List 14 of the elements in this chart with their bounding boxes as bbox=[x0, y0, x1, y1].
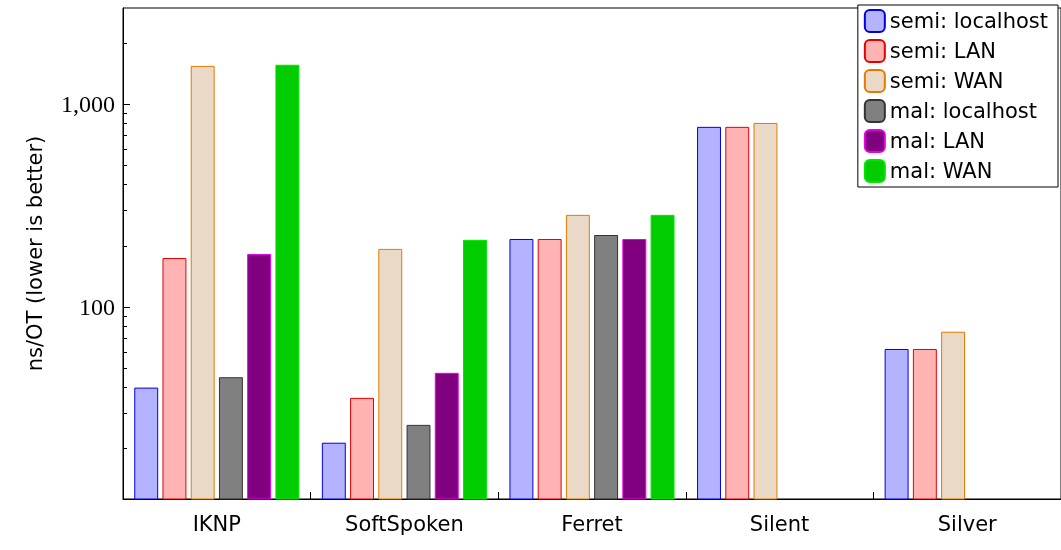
x-tick-label: SoftSpoken bbox=[345, 511, 464, 536]
legend-label: semi: LAN bbox=[889, 39, 997, 63]
y-tick-label: 1,000 bbox=[61, 90, 115, 117]
x-tick-label: Silver bbox=[937, 511, 998, 536]
y-axis-title: ns/OT (lower is better) bbox=[22, 135, 47, 372]
y-tick-label: 100 bbox=[79, 293, 115, 320]
x-tick-label: IKNP bbox=[192, 511, 241, 536]
legend-label: mal: WAN bbox=[889, 159, 993, 183]
x-tick-label: Ferret bbox=[561, 511, 623, 536]
legend-label: semi: WAN bbox=[889, 69, 1004, 93]
x-tick-label: Silent bbox=[749, 511, 810, 536]
legend-label: semi: localhost bbox=[889, 9, 1049, 33]
legend-label: mal: LAN bbox=[889, 129, 986, 153]
legend-label: mal: localhost bbox=[889, 99, 1038, 123]
